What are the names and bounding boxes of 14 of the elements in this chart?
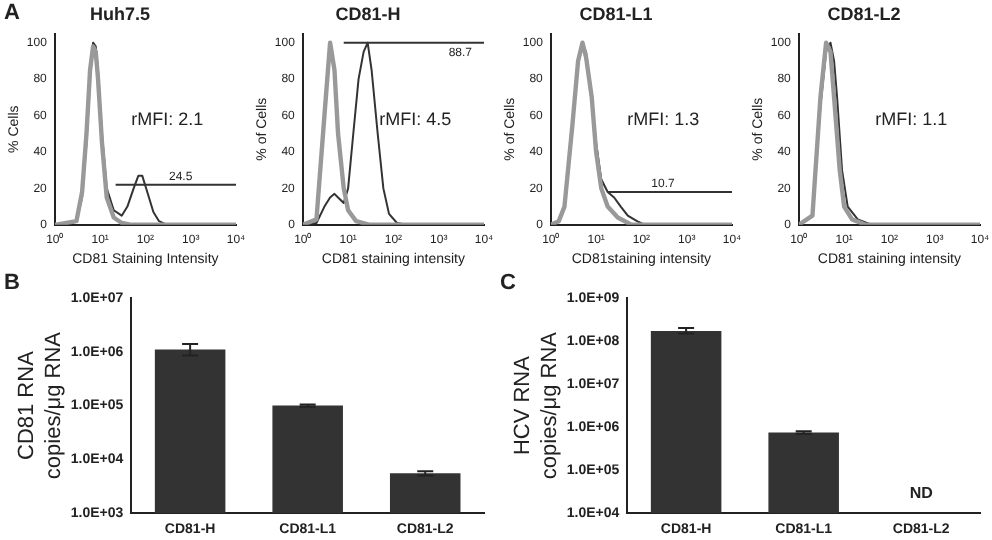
chart-title: CD81-H: [335, 3, 401, 24]
text: B: [4, 271, 20, 296]
chart-title: Huh7.5: [89, 3, 151, 24]
y-axis-title: HCV RNA copies/μg RNA: [511, 330, 562, 480]
text: ND: [909, 483, 933, 502]
annotation: rMFI: 2.1: [131, 108, 204, 129]
annotation: rMFI: 1.1: [875, 108, 948, 129]
annotation: rMFI: 1.3: [627, 108, 700, 129]
annotation: rMFI: 4.5: [379, 108, 452, 129]
chart-title: CD81-L2: [827, 3, 901, 24]
chart-title: CD81-L1: [579, 3, 653, 24]
text: A: [4, 1, 20, 26]
y-axis-title: CD81 RNA copies/μg RNA: [15, 330, 66, 480]
text: C: [500, 271, 516, 296]
